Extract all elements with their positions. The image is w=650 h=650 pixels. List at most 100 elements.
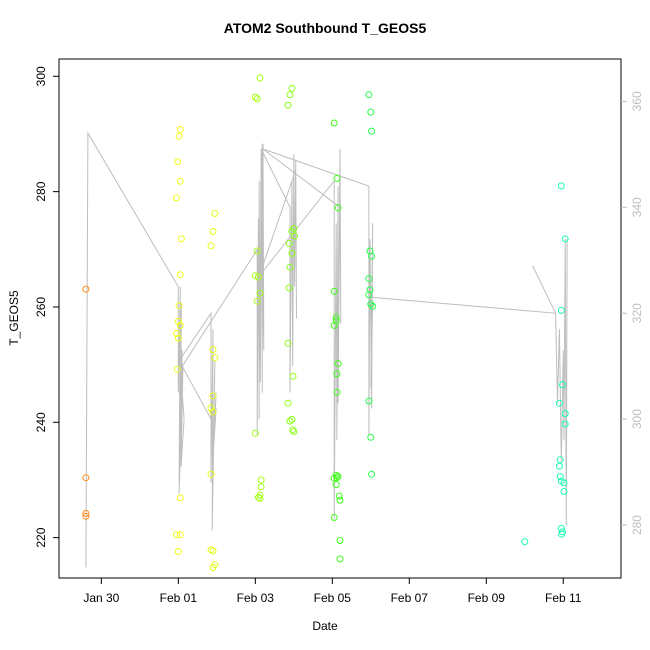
- data-point: [251, 429, 259, 437]
- plot-frame: [58, 58, 622, 579]
- data-point: [335, 492, 343, 500]
- data-point: [330, 514, 338, 521]
- data-point: [332, 481, 340, 489]
- data-point: [288, 84, 296, 92]
- data-point: [368, 252, 376, 260]
- x-tick-label: Feb 05: [314, 591, 352, 605]
- data-point: [207, 470, 215, 478]
- data-point: [175, 302, 183, 310]
- data-point: [209, 346, 217, 354]
- data-point: [174, 317, 182, 325]
- data-point: [367, 433, 375, 441]
- data-point: [334, 204, 342, 212]
- data-point: [285, 284, 293, 292]
- data-point: [176, 125, 184, 133]
- data-point: [82, 509, 90, 517]
- data-point: [521, 538, 529, 546]
- data-point: [209, 547, 217, 555]
- data-point: [336, 555, 344, 563]
- x-tick-label: Feb 01: [160, 591, 198, 605]
- data-point: [557, 306, 565, 314]
- data-point: [207, 242, 215, 250]
- data-point: [291, 232, 299, 240]
- data-point: [288, 415, 296, 423]
- data-point: [557, 182, 565, 190]
- data-point: [254, 273, 262, 281]
- data-point: [365, 397, 373, 405]
- data-point: [334, 360, 342, 367]
- data-point: [207, 404, 215, 412]
- data-point: [257, 476, 265, 484]
- y2-tick-label: 340: [630, 197, 644, 217]
- data-point: [288, 249, 296, 257]
- data-point: [561, 410, 569, 418]
- data-point: [557, 524, 565, 532]
- data-point: [286, 263, 294, 271]
- y2-tick-label: 360: [630, 91, 644, 111]
- x-tick-label: Feb 09: [468, 591, 506, 605]
- data-point: [285, 240, 293, 247]
- data-point: [176, 271, 184, 279]
- data-point: [367, 108, 375, 116]
- data-point: [289, 372, 297, 380]
- chart-title: ATOM2 Southbound T_GEOS5: [223, 20, 427, 36]
- data-point: [175, 132, 183, 140]
- data-point: [367, 300, 375, 308]
- y-tick-label: 220: [34, 527, 48, 547]
- data-point: [253, 247, 261, 255]
- data-point: [172, 194, 180, 202]
- data-point: [82, 474, 90, 482]
- data-point: [209, 227, 217, 235]
- y-tick-label: 240: [34, 412, 48, 432]
- data-point: [556, 456, 564, 464]
- data-point: [332, 317, 340, 325]
- data-point: [209, 408, 217, 416]
- data-point: [176, 531, 184, 539]
- data-point: [558, 530, 566, 538]
- y2-tick-label: 300: [630, 409, 644, 429]
- data-point: [332, 313, 340, 321]
- data-point: [366, 286, 374, 294]
- data-point: [368, 470, 376, 478]
- data-point: [176, 177, 184, 185]
- data-point: [251, 93, 259, 101]
- data-point: [290, 428, 298, 435]
- y-tick-label: 260: [34, 297, 48, 317]
- data-point: [330, 287, 338, 295]
- x-tick-label: Feb 03: [237, 591, 275, 605]
- data-point: [251, 272, 259, 280]
- x-tick-label: Feb 11: [545, 591, 582, 605]
- data-point: [256, 494, 264, 502]
- data-point: [173, 365, 181, 373]
- altitude-line: [85, 131, 568, 568]
- data-point: [209, 564, 217, 572]
- data-point: [559, 381, 566, 389]
- y-tick-label: 300: [34, 66, 48, 86]
- data-point: [174, 334, 182, 342]
- data-point: [561, 420, 569, 428]
- data-point: [284, 399, 292, 407]
- data-point: [82, 512, 90, 520]
- data-point: [336, 537, 344, 544]
- data-point: [284, 101, 292, 109]
- data-point: [176, 494, 184, 502]
- data-point: [177, 235, 185, 243]
- data-point: [560, 488, 568, 495]
- data-point: [256, 289, 264, 297]
- data-point: [253, 95, 261, 103]
- data-point: [333, 174, 341, 182]
- data-point: [284, 339, 292, 347]
- data-point: [334, 473, 342, 480]
- data-point: [286, 91, 294, 99]
- data-point: [365, 291, 373, 299]
- data-point: [209, 392, 217, 400]
- data-point: [333, 474, 341, 482]
- data-point: [211, 210, 219, 217]
- data-point: [365, 91, 373, 99]
- data-point: [286, 417, 294, 425]
- data-point: [176, 321, 184, 329]
- data-point: [330, 474, 338, 482]
- x-tick-label: Jan 30: [83, 591, 119, 605]
- data-point: [555, 399, 563, 407]
